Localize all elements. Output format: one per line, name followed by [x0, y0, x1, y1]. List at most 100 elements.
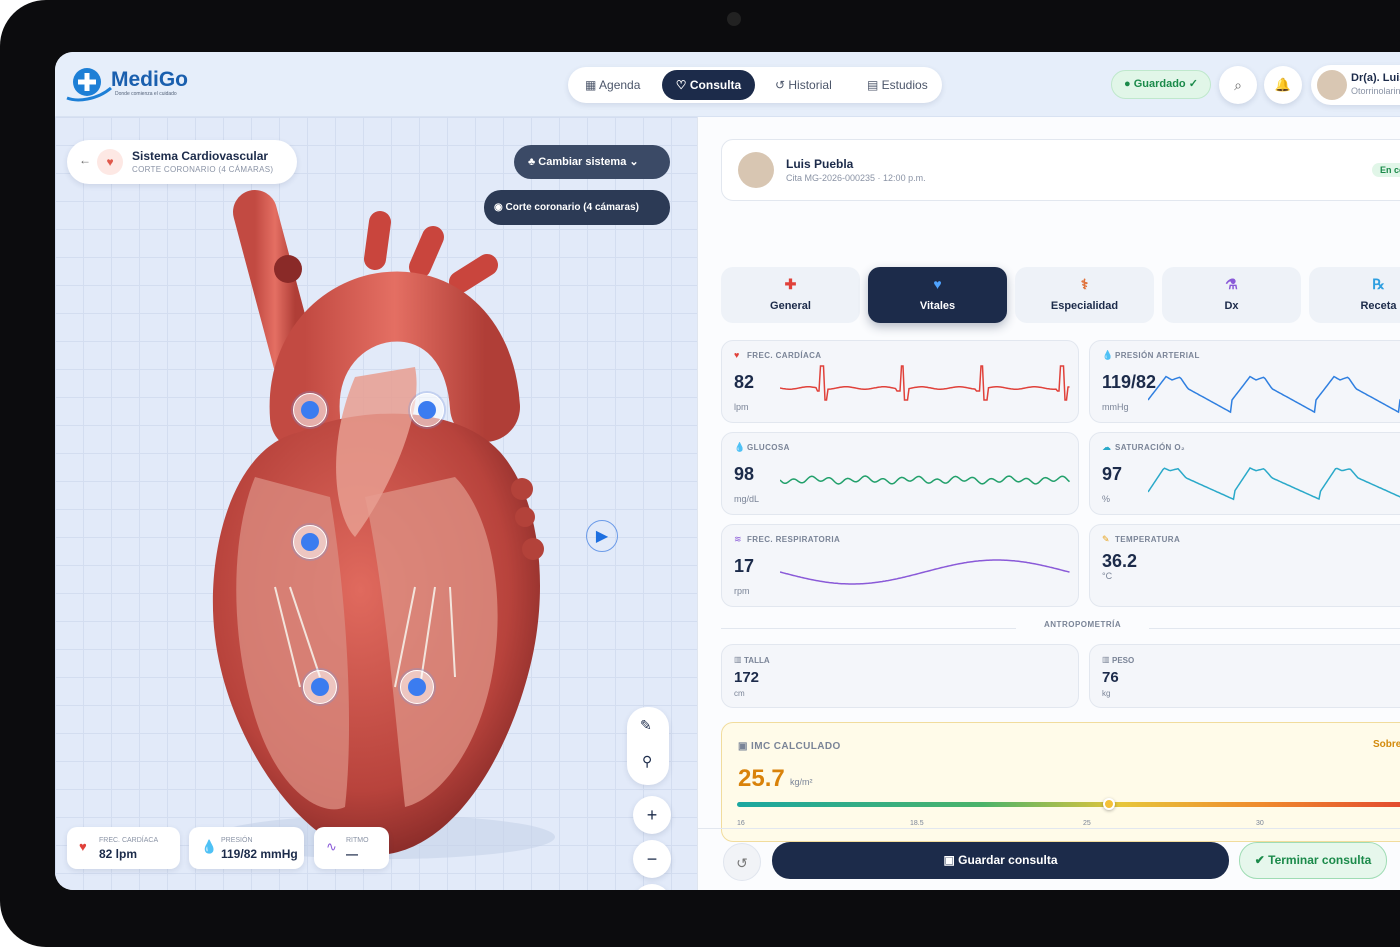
- stat-value: —: [346, 847, 358, 861]
- nav-estudios[interactable]: ▤ Estudios: [867, 78, 928, 92]
- vital-card: ≋ FREC. RESPIRATORIA 17 rpm: [721, 524, 1079, 607]
- tab-label: Receta: [1360, 300, 1397, 312]
- tab[interactable]: ℞ Receta: [1309, 267, 1400, 323]
- waveform-line: [780, 475, 1071, 485]
- change-system-button[interactable]: ♣ Cambiar sistema ⌄: [514, 145, 670, 179]
- vital-label: SATURACIÓN O₂: [1115, 443, 1185, 452]
- nav-consulta[interactable]: ♡ Consulta: [662, 70, 755, 100]
- stat-label: FREC. CARDÍACA: [99, 837, 159, 844]
- pin-tool[interactable]: ⚲: [642, 753, 653, 769]
- search-button[interactable]: ⌕: [1219, 66, 1257, 104]
- status-text: Guardado ✓: [1133, 78, 1198, 90]
- tab[interactable]: ⚗ Dx: [1162, 267, 1301, 323]
- anthro-icon: ▥: [734, 655, 742, 664]
- vital-card: ☁ SATURACIÓN O₂ 97%: [1089, 432, 1400, 515]
- reset-button[interactable]: ↺: [723, 843, 761, 881]
- finish-button[interactable]: ✔ Terminar consulta: [1239, 842, 1387, 879]
- waveform-line: [1148, 375, 1400, 414]
- vital-waveform: [780, 475, 1071, 485]
- system-name: Sistema Cardiovascular: [132, 149, 269, 163]
- section-title: ANTROPOMETRÍA: [1016, 620, 1150, 629]
- button-label: Cambiar sistema: [538, 156, 627, 168]
- hotspot-dot: [311, 678, 329, 696]
- vital-waveform: [780, 365, 1070, 401]
- anthro-label: PESO: [1112, 656, 1135, 665]
- vital-icon: 💧: [1102, 350, 1114, 360]
- stat-card: ♥ FREC. CARDÍACA 82 lpm: [67, 827, 180, 869]
- tool-pill: ✎ ⚲: [627, 707, 669, 785]
- bmi-tick-label: 30: [1256, 820, 1264, 827]
- patient-name: Luis Puebla: [786, 157, 854, 171]
- stat-label: PRESIÓN: [221, 837, 253, 844]
- view-button[interactable]: ◉ Corte coronario (4 cámaras): [484, 190, 670, 225]
- anthro-card: ▥ PESO 76 kg: [1089, 644, 1400, 708]
- user-role: Otorrinolaringología: [1351, 86, 1400, 96]
- bmi-tick-label: 25: [1083, 820, 1091, 827]
- system-view: CORTE CORONARIO (4 CÁMARAS): [132, 165, 274, 174]
- brand-name: MediGo: [111, 68, 188, 91]
- zoom-in[interactable]: +: [633, 796, 671, 834]
- vital-value: 36.2: [1102, 551, 1138, 571]
- vital-label: FREC. CARDÍACA: [747, 351, 822, 360]
- anthro-card: ▥ TALLA 172 cm: [721, 644, 1079, 708]
- vital-value: 97: [1102, 464, 1123, 484]
- bmi-category: Sobrepeso: [1373, 739, 1400, 750]
- vital-label: GLUCOSA: [747, 443, 790, 452]
- back-button[interactable]: ←: [79, 153, 91, 167]
- vital-value: 98: [734, 464, 755, 484]
- vital-label: PRESIÓN ARTERIAL: [1115, 351, 1200, 360]
- waveform-line: [780, 365, 1070, 401]
- waveform-line: [780, 559, 1070, 585]
- hotspot-dot: [408, 678, 426, 696]
- waveform-line: [1148, 467, 1400, 501]
- stat-icon: ∿: [326, 839, 337, 854]
- vital-unit: mg/dL: [734, 494, 760, 504]
- anthro-value: 172: [734, 669, 760, 686]
- tab-label: Dx: [1224, 300, 1239, 312]
- tab[interactable]: ✚ General: [721, 267, 860, 323]
- user-avatar: [1317, 70, 1347, 100]
- nav-label: Historial: [788, 78, 832, 92]
- vital-waveform: [780, 559, 1070, 585]
- notifications-button[interactable]: 🔔: [1264, 66, 1302, 104]
- vital-unit: °C: [1102, 571, 1113, 581]
- bmi-unit: kg/m²: [790, 777, 813, 787]
- anthro-label: TALLA: [744, 656, 770, 665]
- tab-label: General: [770, 300, 811, 312]
- zoom-out[interactable]: −: [633, 840, 671, 878]
- tab-icon: ℞: [1372, 276, 1385, 292]
- hotspot-dot: [301, 533, 319, 551]
- top-bar: MediGo Donde comienza el cuidado ▦ Agend…: [55, 52, 1400, 117]
- tab-label: Especialidad: [1050, 300, 1119, 312]
- vital-unit: %: [1102, 494, 1111, 504]
- nav-agenda[interactable]: ▦ Agenda: [585, 78, 641, 92]
- pen-tool[interactable]: ✎: [640, 717, 652, 733]
- vital-unit: lpm: [734, 402, 749, 412]
- consultation-panel: Luis Puebla Cita MG-2026-000235 · 12:00 …: [697, 117, 1400, 890]
- fullscreen[interactable]: ⛶: [633, 884, 671, 890]
- nav-label: Consulta: [689, 78, 742, 92]
- vital-card: 💧 GLUCOSA 98 mg/dL: [721, 432, 1079, 515]
- tab[interactable]: ♥ Vitales: [868, 267, 1007, 323]
- heart-model: [212, 190, 555, 859]
- tab-icon: ⚕: [1080, 276, 1089, 292]
- tab[interactable]: ⚕ Especialidad: [1015, 267, 1154, 323]
- tab-icon: ⚗: [1225, 276, 1238, 292]
- vital-icon: ☁: [1102, 442, 1111, 452]
- button-label: Terminar consulta: [1268, 853, 1372, 867]
- tab-icon: ♥: [933, 276, 942, 292]
- play-button[interactable]: ▶: [586, 520, 618, 552]
- vital-label: FREC. RESPIRATORIA: [747, 535, 841, 544]
- button-label: Corte coronario (4 cámaras): [505, 202, 639, 213]
- stat-icon: ♥: [79, 839, 87, 854]
- vital-icon: ≋: [734, 534, 742, 544]
- anthro-value: 76: [1102, 669, 1119, 686]
- save-button[interactable]: ▣ Guardar consulta: [772, 842, 1229, 879]
- tab-icon: ✚: [784, 276, 797, 292]
- vital-value: 82: [734, 372, 755, 392]
- stat-icon: 💧: [201, 839, 218, 854]
- vital-card: ✎ TEMPERATURA 36.2 °C: [1089, 524, 1400, 607]
- user-pill[interactable]: Dr(a). Luis Otorrinolaringología: [1311, 65, 1400, 105]
- nav-historial[interactable]: ↺ Historial: [775, 78, 832, 92]
